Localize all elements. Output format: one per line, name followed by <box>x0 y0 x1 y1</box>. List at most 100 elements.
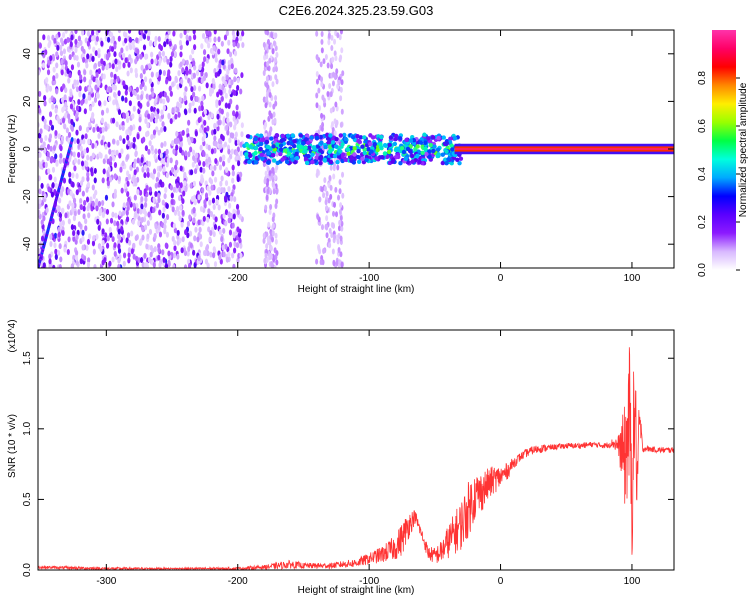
heatmap-cell-3229 <box>390 159 395 164</box>
heatmap-cell-1230 <box>72 215 77 222</box>
heatmap-cell-1611 <box>160 109 164 116</box>
heatmap-cell-2072 <box>274 57 278 64</box>
heatmap-cell-1390 <box>59 221 63 228</box>
heatmap-cell-1528 <box>57 231 61 238</box>
heatmap-cell-907 <box>220 108 224 115</box>
snr-panel: -300 -200 -100 0 100 0.0 0.5 1.0 1.5 Height of s… <box>7 319 675 596</box>
heatmap-cell-1340 <box>69 96 73 103</box>
heatmap-cell-241 <box>120 47 124 54</box>
heatmap-cell-1654 <box>164 242 168 249</box>
heatmap-cell-2375 <box>335 68 339 75</box>
heatmap-cell-1959 <box>136 189 140 196</box>
heatmap-cell-1937 <box>182 190 186 197</box>
heatmap-cell-1200 <box>100 139 104 146</box>
heatmap-cell-1321 <box>74 46 78 53</box>
heatmap-cell-1505 <box>185 39 189 46</box>
heatmap-cell-1166 <box>233 50 238 57</box>
heatmap-cell-869 <box>52 144 57 151</box>
heatmap-cell-3175 <box>401 149 407 155</box>
heatmap-cell-1653 <box>131 242 136 249</box>
heatmap-cell-2379 <box>325 205 329 212</box>
heatmap-cell-1133 <box>122 62 126 69</box>
heatmap-cell-467 <box>236 84 240 91</box>
heatmap-cell-1293 <box>145 53 149 60</box>
heatmap-cell-1436 <box>202 151 206 158</box>
heatmap-cell-584 <box>53 232 58 239</box>
heatmap-cell-1679 <box>180 221 184 228</box>
heatmap-cell-495 <box>205 57 209 64</box>
snr-axes: -300 -200 -100 0 100 0.0 0.5 1.0 1.5 <box>22 330 674 587</box>
heatmap-cell-2387 <box>334 55 338 62</box>
heatmap-cell-1304 <box>153 232 157 239</box>
heatmap-cell-2136 <box>270 260 274 267</box>
spectrogram-ytick-label: -20 <box>22 189 33 204</box>
heatmap-cell-1910 <box>91 35 95 42</box>
heatmap-cell-1852 <box>197 255 201 262</box>
heatmap-cell-2177 <box>266 165 270 172</box>
heatmap-cell-1560 <box>173 209 178 216</box>
heatmap-cell-1385 <box>142 207 147 214</box>
heatmap-cell-1099 <box>118 210 122 217</box>
heatmap-cell-458 <box>145 131 149 138</box>
heatmap-cell-1935 <box>134 58 138 65</box>
heatmap-cell-2191 <box>270 173 274 180</box>
heatmap-cell-935 <box>236 42 240 49</box>
heatmap-cell-1364 <box>61 83 66 90</box>
heatmap-cell-2117 <box>275 78 279 85</box>
heatmap-cell-3189 <box>294 151 299 157</box>
heatmap-cell-1967 <box>181 129 185 136</box>
heatmap-cell-1595 <box>168 40 172 47</box>
heatmap-cell-2907 <box>404 137 409 143</box>
heatmap-cell-782 <box>147 256 152 263</box>
heatmap-cell-1305 <box>140 216 144 223</box>
heatmap-cell-2181 <box>264 204 268 211</box>
heatmap-cell-721 <box>177 70 181 77</box>
heatmap-cell-1468 <box>64 60 68 67</box>
heatmap-cell-3145 <box>426 136 431 141</box>
heatmap-cell-1868 <box>183 95 187 102</box>
heatmap-cell-681 <box>232 41 236 48</box>
heatmap-cell-1733 <box>210 87 215 94</box>
heatmap-cell-914 <box>142 33 147 40</box>
heatmap-cell-1441 <box>192 34 197 41</box>
heatmap-cell-3193 <box>382 151 388 156</box>
heatmap-cell-1777 <box>87 138 91 145</box>
heatmap-cell-3190 <box>436 135 441 141</box>
heatmap-cell-47 <box>178 102 183 109</box>
heatmap-cell-1107 <box>86 30 91 37</box>
heatmap-cell-3102 <box>356 149 361 154</box>
heatmap-cell-1471 <box>233 196 237 203</box>
heatmap-cell-1195 <box>79 180 84 187</box>
heatmap-cell-1973 <box>39 137 43 144</box>
heatmap-cell-95 <box>77 99 81 106</box>
heatmap-cell-750 <box>132 202 136 209</box>
heatmap-cell-2320 <box>333 38 337 45</box>
heatmap-cell-1174 <box>163 91 167 98</box>
heatmap-cell-1334 <box>163 218 167 225</box>
heatmap-cell-2396 <box>329 91 333 98</box>
heatmap-cell-622 <box>209 251 213 258</box>
heatmap-cell-3180 <box>271 144 276 149</box>
heatmap-cell-1683 <box>38 69 41 76</box>
heatmap-cell-2292 <box>336 238 340 245</box>
heatmap-cell-2223 <box>328 227 332 234</box>
heatmap-cell-835 <box>176 253 180 260</box>
heatmap-cell-1727 <box>221 244 225 251</box>
heatmap-cell-207 <box>78 125 82 132</box>
heatmap-cell-368 <box>72 197 77 204</box>
heatmap-cell-1172 <box>86 171 90 178</box>
heatmap-cell-2835 <box>440 160 446 166</box>
heatmap-cell-1371 <box>46 143 51 150</box>
heatmap-cell-341 <box>200 100 204 107</box>
heatmap-cell-1694 <box>128 130 132 137</box>
heatmap-cell-2401 <box>329 164 333 171</box>
heatmap-cell-546 <box>138 116 142 123</box>
heatmap-cell-1767 <box>127 140 131 147</box>
heatmap-cell-1913 <box>106 36 111 43</box>
heatmap-cell-1648 <box>81 30 85 36</box>
heatmap-cell-2815 <box>408 144 413 149</box>
heatmap-cell-812 <box>51 53 55 60</box>
heatmap-cell-1926 <box>213 30 217 35</box>
heatmap-cell-2388 <box>320 224 324 231</box>
heatmap-cell-1574 <box>39 128 43 135</box>
